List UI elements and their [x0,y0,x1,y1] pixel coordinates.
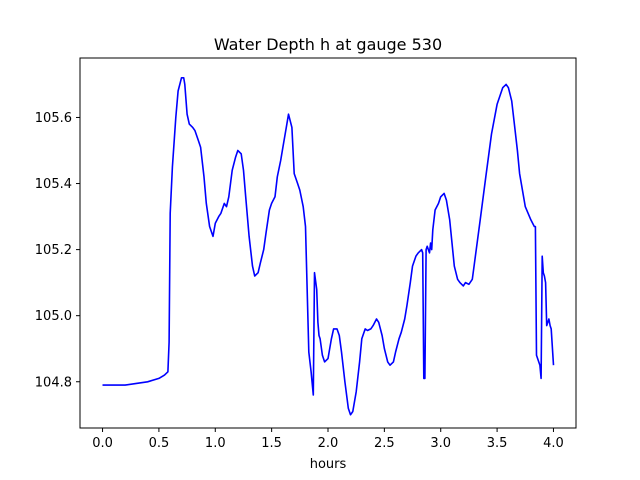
y-tick-label: 105.0 [35,309,72,324]
x-tick-label: 3.5 [487,436,508,451]
x-tick-label: 0.5 [149,436,170,451]
x-tick-label: 0.0 [92,436,113,451]
y-tick-label: 104.8 [35,375,72,390]
plot-frame [79,57,577,429]
x-tick-label: 3.0 [430,436,451,451]
x-tick-label: 1.5 [261,436,282,451]
series-layer [102,77,555,416]
series-line [102,77,555,416]
y-tick-label: 105.2 [35,243,72,258]
x-axis: 0.0 0.5 1.0 1.5 2.0 2.5 3.0 3.5 4.0 [92,428,564,451]
x-tick-label: 4.0 [543,436,564,451]
x-tick-label: 2.5 [374,436,395,451]
x-axis-label: hours [310,457,347,472]
y-axis: 104.8 105.0 105.2 105.4 105.6 [35,111,80,390]
x-tick-label: 1.0 [205,436,226,451]
y-tick-label: 105.6 [35,111,72,126]
chart-title: Water Depth h at gauge 530 [214,35,442,54]
y-tick-label: 105.4 [35,177,72,192]
x-tick-label: 2.0 [318,436,339,451]
